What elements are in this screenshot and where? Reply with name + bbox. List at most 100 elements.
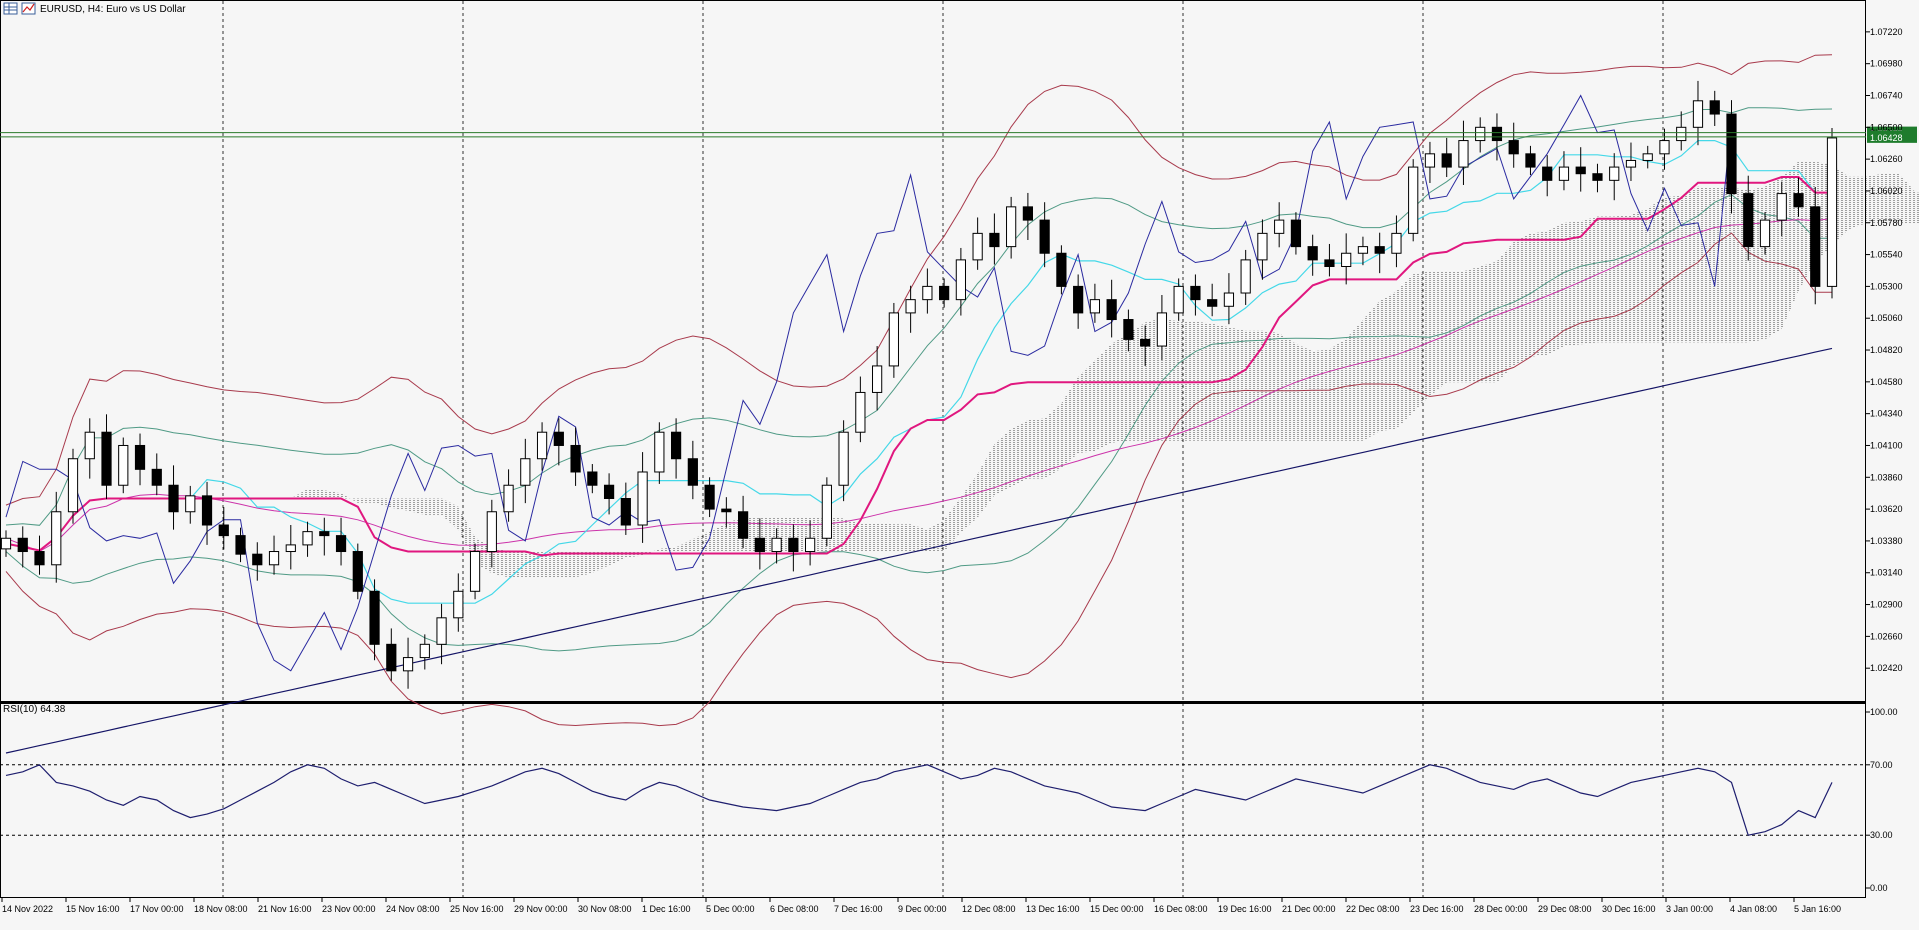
candle-body	[1090, 300, 1099, 313]
candle-body	[269, 552, 278, 565]
time-tick-label: 14 Nov 2022	[2, 904, 53, 914]
time-tick-label: 15 Dec 00:00	[1090, 904, 1144, 914]
time-tick-label: 1 Dec 16:00	[642, 904, 691, 914]
candle-body	[1643, 154, 1652, 161]
time-tick-label: 18 Nov 08:00	[194, 904, 248, 914]
candle-body	[1342, 253, 1351, 266]
time-tick-label: 5 Dec 00:00	[706, 904, 755, 914]
candle-body	[370, 591, 379, 644]
time-tick-label: 17 Nov 00:00	[130, 904, 184, 914]
time-tick-label: 21 Dec 00:00	[1282, 904, 1336, 914]
candle-body	[1375, 247, 1384, 254]
candle-body	[1744, 194, 1753, 247]
candle-body	[1526, 154, 1535, 167]
rsi-tick-label: 0.00	[1870, 883, 1888, 893]
candle-body	[420, 644, 429, 657]
candle-body	[688, 459, 697, 486]
candle	[1827, 128, 1836, 298]
candle-body	[604, 485, 613, 498]
time-tick-label: 9 Dec 00:00	[898, 904, 947, 914]
candle-body	[353, 552, 362, 592]
candle-body	[286, 545, 295, 552]
candle-body	[1425, 154, 1434, 167]
price-tick-label: 1.04820	[1870, 345, 1903, 355]
candle-body	[202, 496, 211, 525]
time-tick-label: 29 Dec 08:00	[1538, 904, 1592, 914]
chart-title: EURUSD, H4: Euro vs US Dollar	[40, 4, 186, 15]
candle-body	[504, 485, 513, 512]
time-tick-label: 22 Dec 08:00	[1346, 904, 1400, 914]
candle-body	[521, 459, 530, 486]
price-tick-label: 1.05060	[1870, 313, 1903, 323]
candle-body	[722, 509, 731, 512]
price-tick-label: 1.07220	[1870, 27, 1903, 37]
candle-body	[1358, 247, 1367, 254]
time-tick-label: 19 Dec 16:00	[1218, 904, 1272, 914]
candle-body	[1325, 260, 1334, 267]
time-tick-label: 4 Jan 08:00	[1730, 904, 1777, 914]
rsi-tick-label: 30.00	[1870, 830, 1893, 840]
candle-body	[1610, 167, 1619, 180]
candle-body	[236, 536, 245, 555]
price-tick-label: 1.03860	[1870, 472, 1903, 482]
time-tick-label: 7 Dec 16:00	[834, 904, 883, 914]
candle-body	[35, 552, 44, 565]
candle-body	[1626, 160, 1635, 167]
candle-body	[186, 496, 195, 512]
candle-body	[956, 260, 965, 300]
candle-body	[1727, 114, 1736, 194]
candle-body	[554, 432, 563, 445]
time-tick-label: 16 Dec 08:00	[1154, 904, 1208, 914]
candle-body	[1559, 167, 1568, 180]
time-tick-label: 13 Dec 16:00	[1026, 904, 1080, 914]
time-tick-label: 12 Dec 08:00	[962, 904, 1016, 914]
rsi-label: RSI(10) 64.38	[3, 704, 66, 715]
candle-body	[1392, 233, 1401, 253]
candle-body	[1141, 339, 1150, 346]
price-tick-label: 1.02420	[1870, 663, 1903, 673]
candle-body	[1, 538, 10, 549]
candle-body	[738, 512, 747, 539]
candle-body	[705, 485, 714, 509]
candle-body	[1710, 101, 1719, 114]
chart-properties-icon[interactable]	[22, 3, 35, 14]
candle-body	[119, 445, 128, 485]
candle-body	[1794, 194, 1803, 207]
candle-body	[135, 445, 144, 469]
candle-body	[320, 532, 329, 536]
price-tick-label: 1.06260	[1870, 154, 1903, 164]
candle-body	[655, 432, 664, 472]
time-tick-label: 6 Dec 08:00	[770, 904, 819, 914]
candle-body	[638, 472, 647, 525]
time-tick-label: 23 Dec 16:00	[1410, 904, 1464, 914]
candle-body	[1693, 101, 1702, 128]
candle-body	[1040, 220, 1049, 253]
candle-body	[1107, 300, 1116, 320]
price-tick-label: 1.02660	[1870, 631, 1903, 641]
candle-body	[671, 432, 680, 459]
current-price-label: 1.06428	[1870, 133, 1903, 143]
time-tick-label: 3 Jan 00:00	[1666, 904, 1713, 914]
candle-body	[303, 532, 312, 545]
candle-body	[1291, 220, 1300, 247]
candle-body	[1677, 127, 1686, 140]
table-icon[interactable]	[4, 3, 17, 14]
candle	[470, 544, 479, 600]
time-tick-label: 23 Nov 00:00	[322, 904, 376, 914]
candle	[822, 477, 831, 546]
candle-body	[52, 512, 61, 565]
candle-body	[219, 525, 228, 536]
candle-body	[1057, 253, 1066, 286]
candle-body	[772, 538, 781, 551]
candle-body	[1576, 167, 1585, 174]
candle-body	[1476, 127, 1485, 140]
rsi-tick-label: 100.00	[1870, 707, 1898, 717]
candle-body	[18, 538, 27, 551]
rsi-tick-label: 70.00	[1870, 760, 1893, 770]
price-tick-label: 1.06740	[1870, 90, 1903, 100]
price-tick-label: 1.05540	[1870, 250, 1903, 260]
price-tick-label: 1.02900	[1870, 600, 1903, 610]
candle	[353, 544, 362, 600]
